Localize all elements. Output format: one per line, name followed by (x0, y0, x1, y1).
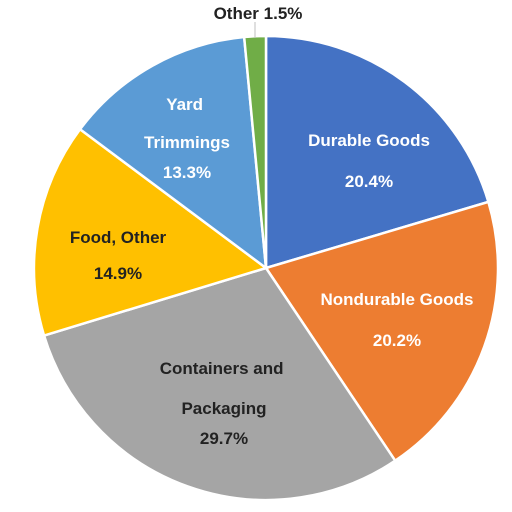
value-containers-and-packaging: 29.7% (200, 429, 248, 448)
label-nondurable-goods: Nondurable Goods (321, 290, 474, 309)
label-yard-trimmings: Yard Trimmings (144, 95, 230, 152)
label-durable-goods: Durable Goods (308, 131, 430, 150)
slice-nondurable-goods (264, 200, 500, 463)
value-food-other: 14.9% (94, 264, 142, 283)
value-nondurable-goods: 20.2% (373, 331, 421, 350)
pie-labels: Durable Goods 20.4% Nondurable Goods 20.… (70, 4, 474, 448)
slice-containers-and-packaging (42, 266, 397, 502)
label-other: Other 1.5% (214, 4, 303, 23)
label-containers-and-packaging: Containers and Packaging (160, 359, 288, 418)
pie-slices (32, 34, 500, 502)
slice-food-other (32, 127, 269, 338)
label-food-other: Food, Other (70, 228, 167, 247)
value-yard-trimmings: 13.3% (163, 163, 211, 182)
slice-durable-goods (264, 34, 490, 270)
value-durable-goods: 20.4% (345, 172, 393, 191)
slice-yard-trimmings (78, 35, 268, 271)
